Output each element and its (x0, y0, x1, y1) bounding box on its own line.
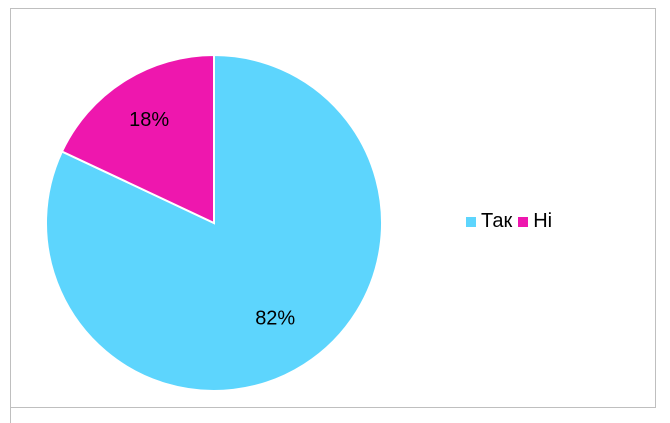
legend-swatch-tak (466, 216, 476, 227)
data-label-ni: 18% (129, 109, 169, 131)
legend-item-tak: Так (466, 210, 512, 233)
legend-swatch-ni (518, 216, 529, 227)
frame-divider (10, 408, 11, 423)
legend-label-ni: Ні (533, 210, 553, 232)
legend-item-ni: Ні (518, 210, 552, 233)
pie-slice-tak (45, 53, 383, 392)
data-label-tak: 82% (255, 308, 295, 330)
pie-slice-labels: 82% 18% (129, 109, 295, 330)
pie-slice-ni (60, 53, 215, 225)
pie-slices (45, 53, 383, 392)
chart-legend: Так Ні (466, 210, 558, 233)
legend-label-tak: Так (481, 210, 513, 232)
